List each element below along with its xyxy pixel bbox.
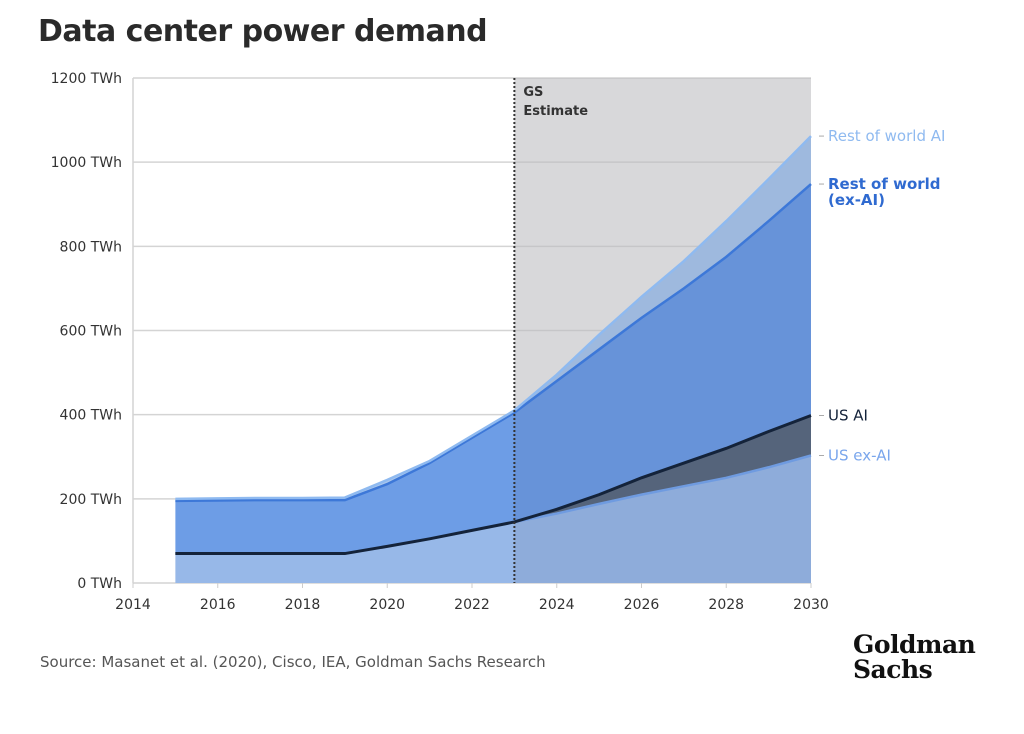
chart-title: Data center power demand: [38, 14, 488, 49]
goldman-sachs-logo: Goldman Sachs: [853, 630, 976, 684]
series-label: (ex-AI): [828, 191, 885, 209]
annotation-estimate: Estimate: [523, 104, 588, 119]
series-line-rest-of-world-ai: [175, 135, 812, 501]
area-us-ai: [175, 415, 811, 554]
series-label: US ex-AI: [828, 446, 891, 464]
series-line-rest-of-world-ex-ai-: [175, 183, 812, 503]
x-tick-label: 2028: [708, 597, 744, 613]
x-tick-label: 2014: [115, 597, 151, 613]
y-tick-label: 1000 TWh: [51, 155, 122, 171]
y-tick-label: 1200 TWh: [51, 71, 122, 87]
y-tick-label: 600 TWh: [60, 324, 122, 340]
area-us-ex-ai: [175, 455, 811, 583]
x-tick-label: 2022: [454, 597, 490, 613]
area-rest-of-world-ex-ai-: [175, 184, 811, 554]
source-note: Source: Masanet et al. (2020), Cisco, IE…: [40, 653, 546, 671]
x-tick-label: 2026: [624, 597, 660, 613]
y-tick-label: 400 TWh: [60, 408, 122, 424]
forecast-shade: [514, 78, 811, 583]
y-tick-label: 800 TWh: [60, 239, 122, 255]
x-tick-label: 2020: [369, 597, 405, 613]
series-line-us-ai: [175, 414, 812, 556]
x-tick-label: 2030: [793, 597, 829, 613]
y-tick-label: 0 TWh: [77, 576, 122, 592]
x-tick-label: 2018: [285, 597, 321, 613]
series-label: Rest of world AI: [828, 127, 945, 145]
y-tick-label: 200 TWh: [60, 492, 122, 508]
series-label: US AI: [828, 407, 868, 425]
series-label: Rest of world: [828, 175, 941, 193]
annotation-gs: GS: [523, 85, 543, 100]
x-tick-label: 2016: [200, 597, 236, 613]
x-tick-label: 2024: [539, 597, 575, 613]
